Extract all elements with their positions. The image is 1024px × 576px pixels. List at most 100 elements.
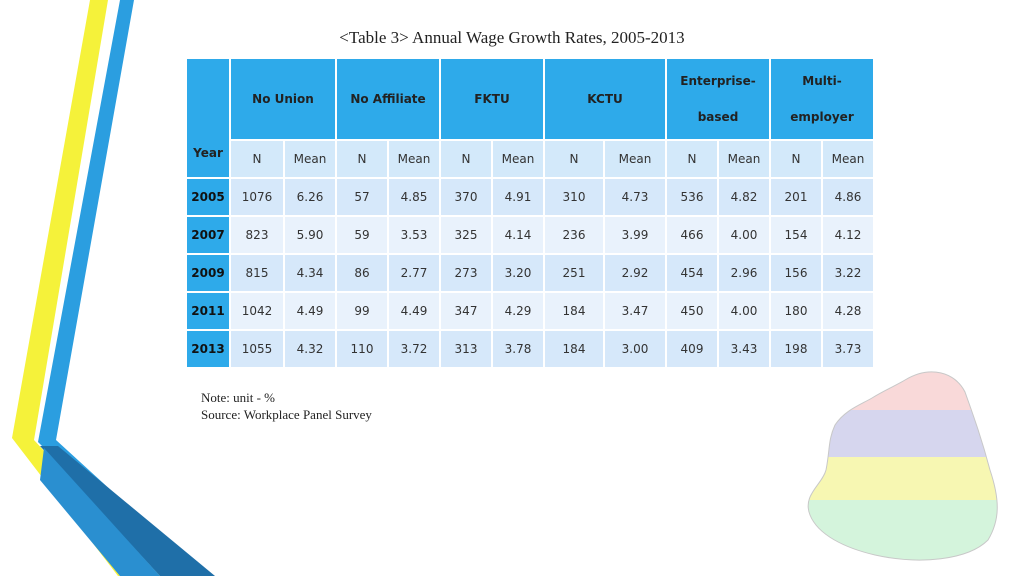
year-header: Year — [193, 146, 223, 160]
wage-growth-table: Year No Union No Affiliate FKTU KCTU Ent… — [185, 57, 875, 369]
subheader-mean: Mean — [491, 139, 545, 179]
mean-cell: 3.72 — [387, 329, 441, 369]
mean-cell: 3.00 — [603, 329, 667, 369]
count-cell: 1055 — [229, 329, 285, 369]
group-header-fktu: FKTU — [439, 57, 545, 141]
mean-cell: 4.12 — [821, 215, 875, 255]
count-cell: 184 — [543, 291, 605, 331]
group-header-no-affiliate: No Affiliate — [335, 57, 441, 141]
table-notes: Note: unit - % Source: Workplace Panel S… — [201, 389, 372, 423]
group-label: No Affiliate — [350, 92, 426, 106]
year-header-cell: Year — [185, 57, 231, 179]
mean-cell: 4.73 — [603, 177, 667, 217]
mean-cell: 4.82 — [717, 177, 771, 217]
mean-cell: 3.20 — [491, 253, 545, 293]
count-cell: 1076 — [229, 177, 285, 217]
note-unit: Note: unit - % — [201, 390, 276, 405]
mean-cell: 6.26 — [283, 177, 337, 217]
group-header-multi-employer: Multi- employer — [769, 57, 875, 141]
count-cell: 59 — [335, 215, 389, 255]
count-cell: 466 — [665, 215, 719, 255]
bottom-blue-band — [40, 448, 160, 576]
subheader-mean: Mean — [821, 139, 875, 179]
subheader-row: N Mean N Mean N Mean N Mean N Mean N Mean — [186, 139, 875, 179]
count-cell: 180 — [769, 291, 823, 331]
island-map — [808, 371, 998, 560]
blue-stripe — [38, 0, 205, 576]
mean-cell: 3.43 — [717, 329, 771, 369]
group-label: Enterprise- — [680, 74, 756, 88]
year-cell: 2009 — [185, 253, 231, 293]
table-row: 2011 1042 4.49 99 4.49 347 4.29 184 3.47 450 4.00 1… — [185, 291, 875, 331]
count-cell: 201 — [769, 177, 823, 217]
group-header-enterprise-based: Enterprise- based — [665, 57, 771, 141]
subheader-mean: Mean — [603, 139, 667, 179]
table-title: <Table 3> Annual Wage Growth Rates, 2005… — [339, 28, 685, 47]
year-cell: 2005 — [185, 177, 231, 217]
mean-cell: 4.29 — [491, 291, 545, 331]
mean-cell: 4.32 — [283, 329, 337, 369]
year-cell: 2007 — [185, 215, 231, 255]
subheader-n: N — [543, 139, 605, 179]
count-cell: 99 — [335, 291, 389, 331]
table-row: 2005 1076 6.26 57 4.85 370 4.91 310 4.73 536 4.82 2… — [185, 177, 875, 217]
mean-cell: 4.91 — [491, 177, 545, 217]
count-cell: 1042 — [229, 291, 285, 331]
table-row: 2007 823 5.90 59 3.53 325 4.14 236 3.99 466 4.00 15… — [185, 215, 875, 255]
mean-cell: 4.00 — [717, 215, 771, 255]
dark-blue-wedge — [40, 446, 215, 576]
mean-cell: 2.77 — [387, 253, 441, 293]
note-source: Source: Workplace Panel Survey — [201, 407, 372, 422]
mean-cell: 3.73 — [821, 329, 875, 369]
subheader-mean: Mean — [717, 139, 771, 179]
subheader-n: N — [229, 139, 285, 179]
count-cell: 110 — [335, 329, 389, 369]
count-cell: 198 — [769, 329, 823, 369]
subheader-mean: Mean — [283, 139, 337, 179]
count-cell: 347 — [439, 291, 493, 331]
mean-cell: 3.99 — [603, 215, 667, 255]
mean-cell: 3.53 — [387, 215, 441, 255]
mean-cell: 3.78 — [491, 329, 545, 369]
count-cell: 536 — [665, 177, 719, 217]
count-cell: 313 — [439, 329, 493, 369]
table-body: 2005 1076 6.26 57 4.85 370 4.91 310 4.73 536 4.82 2… — [185, 177, 875, 369]
count-cell: 251 — [543, 253, 605, 293]
group-header-no-union: No Union — [229, 57, 337, 141]
count-cell: 454 — [665, 253, 719, 293]
mean-cell: 3.22 — [821, 253, 875, 293]
group-label: KCTU — [587, 92, 623, 106]
count-cell: 823 — [229, 215, 285, 255]
count-cell: 156 — [769, 253, 823, 293]
mean-cell: 4.14 — [491, 215, 545, 255]
count-cell: 370 — [439, 177, 493, 217]
mean-cell: 4.85 — [387, 177, 441, 217]
count-cell: 310 — [543, 177, 605, 217]
mean-cell: 4.00 — [717, 291, 771, 331]
group-label: Multi- — [802, 74, 842, 88]
count-cell: 273 — [439, 253, 493, 293]
mean-cell: 4.86 — [821, 177, 875, 217]
mean-cell: 5.90 — [283, 215, 337, 255]
subheader-n: N — [335, 139, 389, 179]
year-cell: 2011 — [185, 291, 231, 331]
count-cell: 86 — [335, 253, 389, 293]
mean-cell: 2.92 — [603, 253, 667, 293]
group-label-line2: employer — [790, 110, 854, 124]
table-row: 2009 815 4.34 86 2.77 273 3.20 251 2.92 454 2.96 15… — [185, 253, 875, 293]
group-label-line2: based — [697, 110, 739, 124]
count-cell: 57 — [335, 177, 389, 217]
mean-cell: 4.34 — [283, 253, 337, 293]
count-cell: 236 — [543, 215, 605, 255]
yellow-stripe — [12, 0, 160, 576]
subheader-mean: Mean — [387, 139, 441, 179]
year-cell: 2013 — [185, 329, 231, 369]
group-label: No Union — [252, 92, 314, 106]
group-header-kctu: KCTU — [543, 57, 667, 141]
mean-cell: 4.28 — [821, 291, 875, 331]
count-cell: 450 — [665, 291, 719, 331]
count-cell: 325 — [439, 215, 493, 255]
count-cell: 184 — [543, 329, 605, 369]
mean-cell: 4.49 — [387, 291, 441, 331]
